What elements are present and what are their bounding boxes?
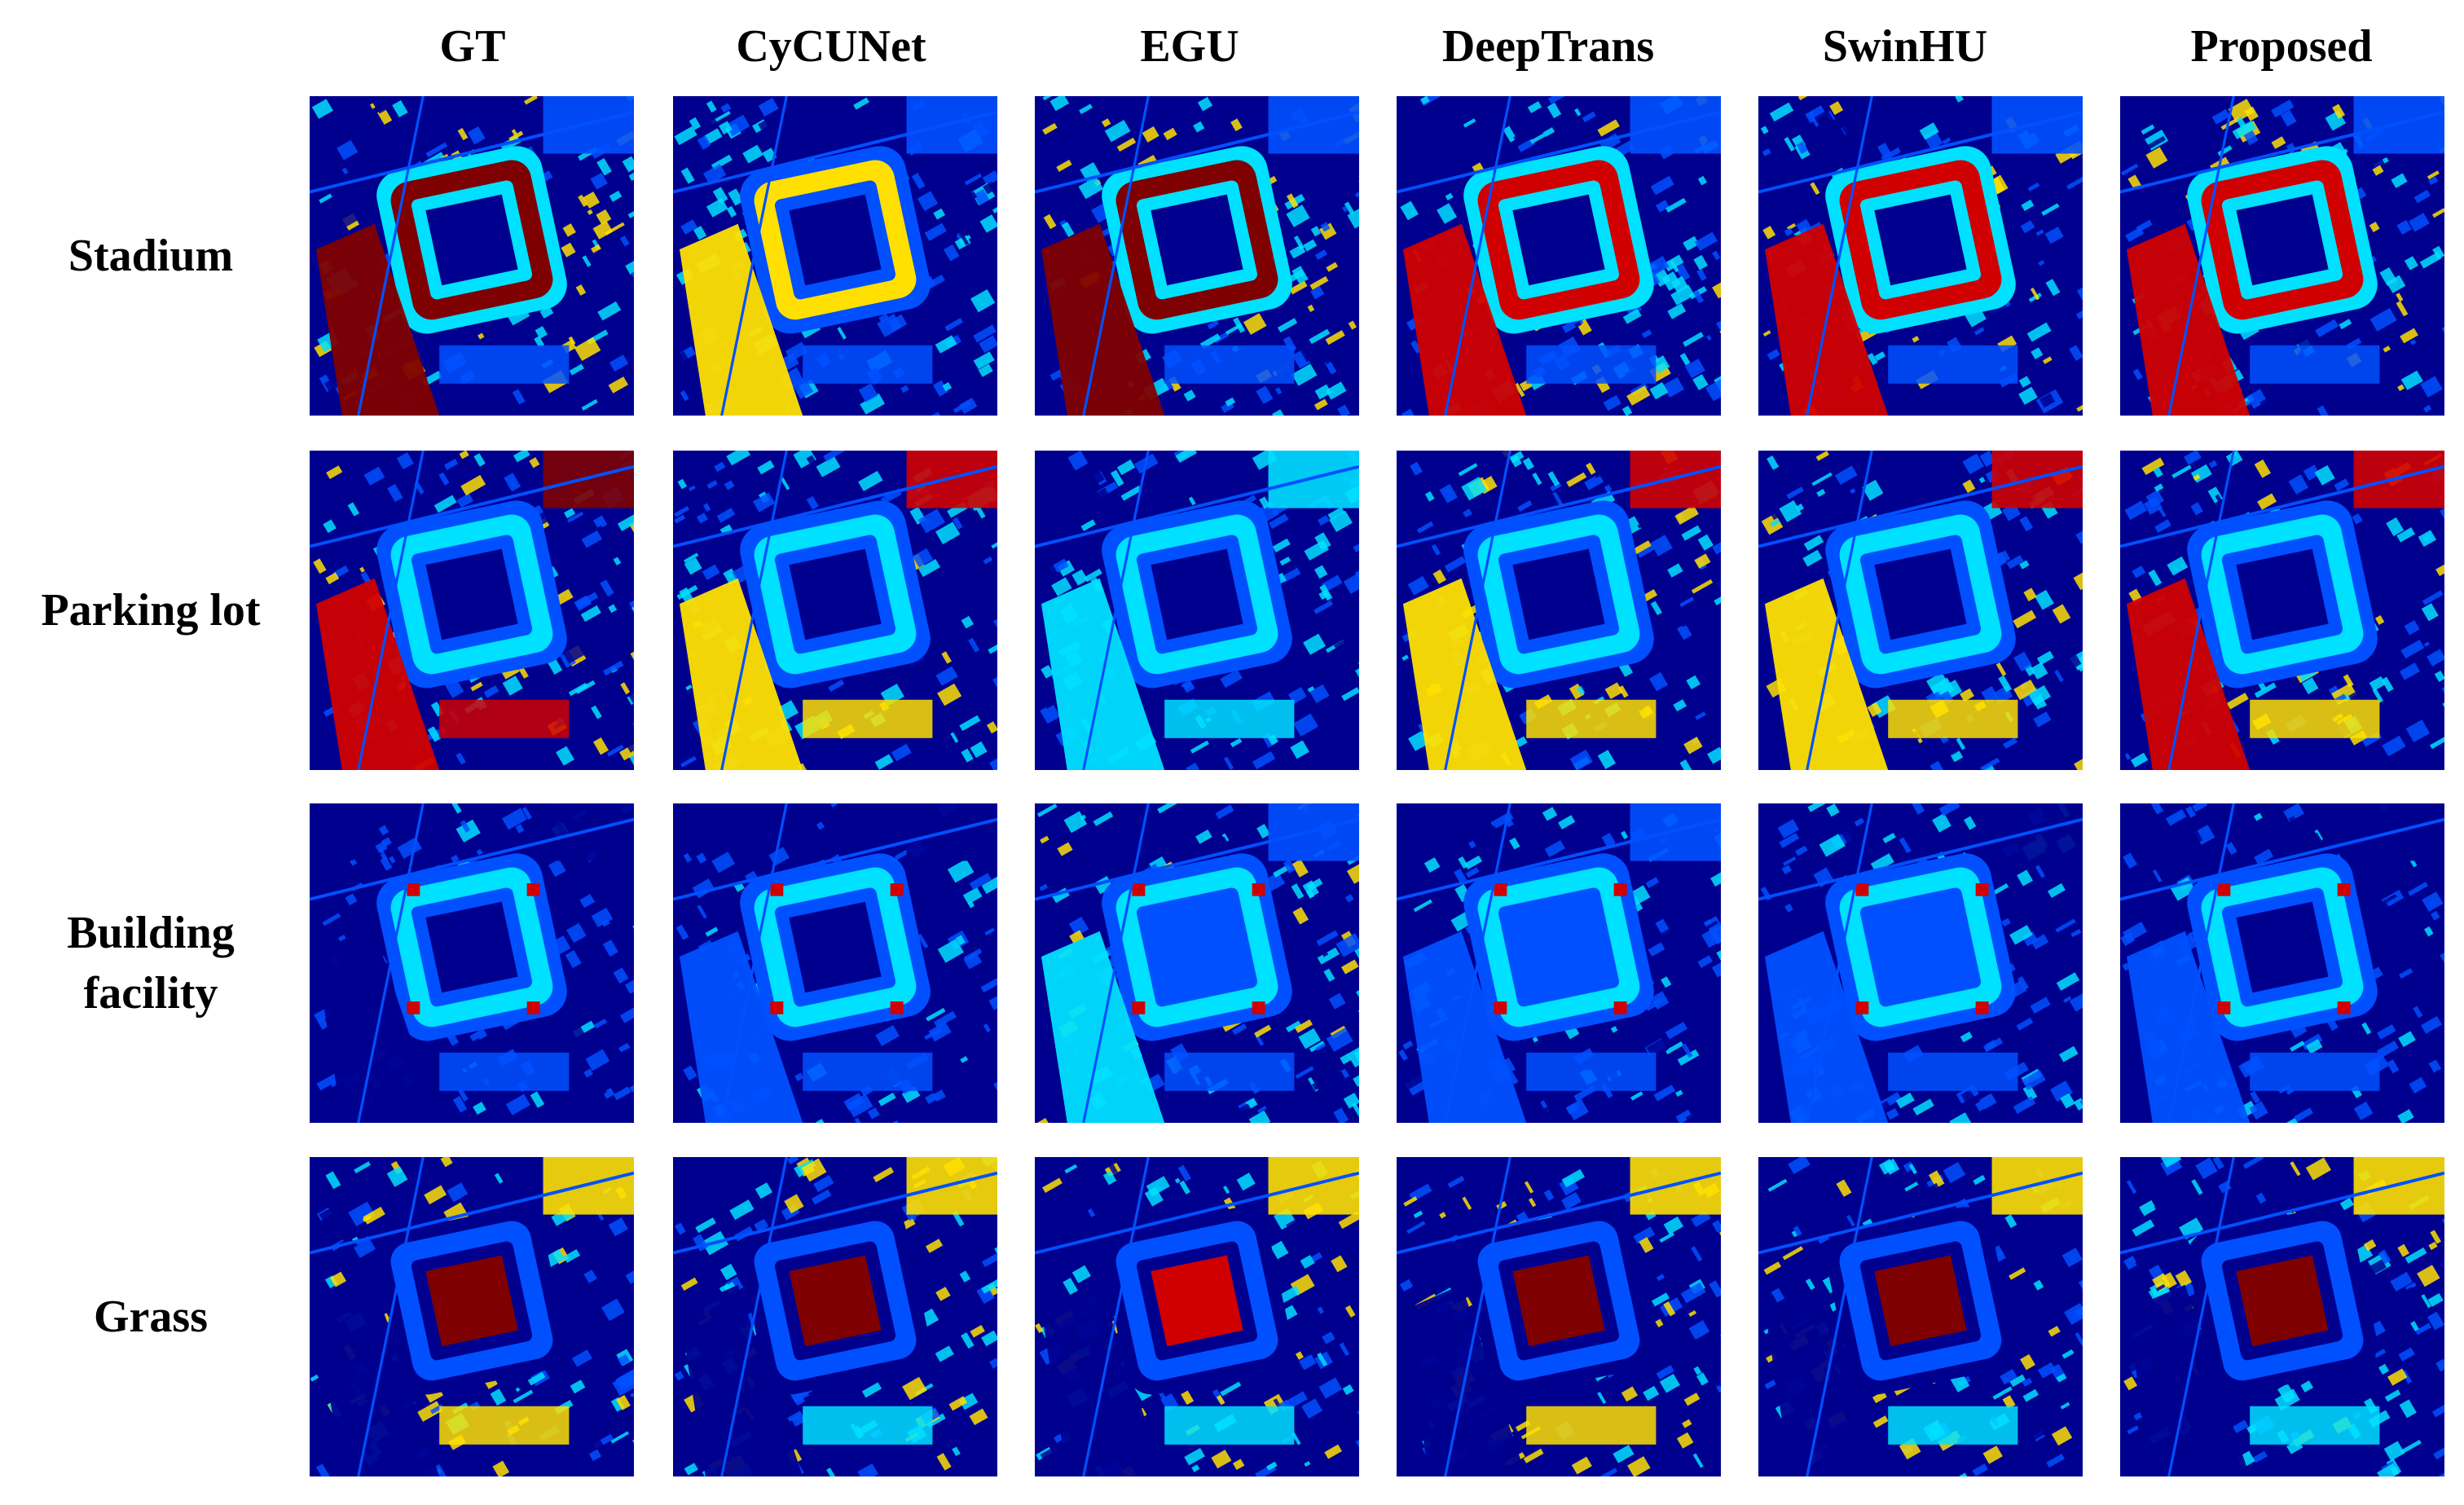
abundance-map-image (310, 803, 634, 1123)
abundance-map-grass-deeptrans (1397, 1157, 1721, 1476)
abundance-map-image (1035, 803, 1359, 1123)
abundance-map-grass-swinhu (1758, 1157, 2083, 1476)
abundance-map-stadium-proposed (2120, 96, 2444, 416)
abundance-map-image (1758, 96, 2083, 416)
abundance-map-stadium-cycunet (673, 96, 997, 416)
abundance-map-image (2120, 451, 2444, 770)
abundance-map-image (673, 1157, 997, 1476)
abundance-map-parking-deeptrans (1397, 451, 1721, 770)
abundance-map-stadium-egu (1035, 96, 1359, 416)
row-label-line: Parking lot (41, 585, 261, 636)
abundance-map-parking-cycunet (673, 451, 997, 770)
abundance-map-building-egu (1035, 803, 1359, 1123)
abundance-map-grass-egu (1035, 1157, 1359, 1476)
column-header-proposed: Proposed (2190, 21, 2373, 72)
abundance-map-image (1397, 803, 1721, 1123)
abundance-map-stadium-deeptrans (1397, 96, 1721, 416)
row-label-grass: Grass (8, 1287, 293, 1347)
abundance-map-image (1397, 1157, 1721, 1476)
row-label-line: Building (67, 908, 235, 958)
abundance-map-building-cycunet (673, 803, 997, 1123)
abundance-map-grass-proposed (2120, 1157, 2444, 1476)
row-label-line: facility (83, 968, 218, 1019)
row-label-parking: Parking lot (8, 580, 293, 640)
abundance-map-parking-gt (310, 451, 634, 770)
abundance-map-image (1035, 451, 1359, 770)
abundance-map-image (310, 1157, 634, 1476)
row-label-line: Stadium (68, 231, 234, 281)
abundance-map-image (2120, 803, 2444, 1123)
column-header-gt: GT (439, 21, 506, 72)
abundance-map-parking-egu (1035, 451, 1359, 770)
abundance-map-building-proposed (2120, 803, 2444, 1123)
abundance-map-stadium-gt (310, 96, 634, 416)
abundance-map-image (1758, 451, 2083, 770)
abundance-map-grass-cycunet (673, 1157, 997, 1476)
row-label-building: Building facility (8, 903, 293, 1023)
row-label-stadium: Stadium (8, 226, 293, 286)
abundance-map-parking-proposed (2120, 451, 2444, 770)
abundance-map-image (310, 96, 634, 416)
abundance-map-image (1035, 96, 1359, 416)
column-header-deeptrans: DeepTrans (1441, 21, 1655, 72)
abundance-map-parking-swinhu (1758, 451, 2083, 770)
abundance-map-image (1397, 451, 1721, 770)
abundance-map-grass-gt (310, 1157, 634, 1476)
abundance-map-image (1758, 1157, 2083, 1476)
column-header-swinhu: SwinHU (1822, 21, 1988, 72)
abundance-map-image (1397, 96, 1721, 416)
column-header-egu: EGU (1140, 21, 1239, 72)
abundance-map-image (673, 96, 997, 416)
abundance-map-image (673, 803, 997, 1123)
abundance-map-image (673, 451, 997, 770)
abundance-map-image (2120, 1157, 2444, 1476)
abundance-map-image (1758, 803, 2083, 1123)
row-label-line: Grass (94, 1292, 208, 1342)
column-header-cycunet: CyCUNet (736, 21, 926, 72)
abundance-map-image (2120, 96, 2444, 416)
abundance-map-stadium-swinhu (1758, 96, 2083, 416)
abundance-map-building-gt (310, 803, 634, 1123)
abundance-map-image (1035, 1157, 1359, 1476)
abundance-map-building-deeptrans (1397, 803, 1721, 1123)
abundance-map-image (310, 451, 634, 770)
abundance-map-building-swinhu (1758, 803, 2083, 1123)
